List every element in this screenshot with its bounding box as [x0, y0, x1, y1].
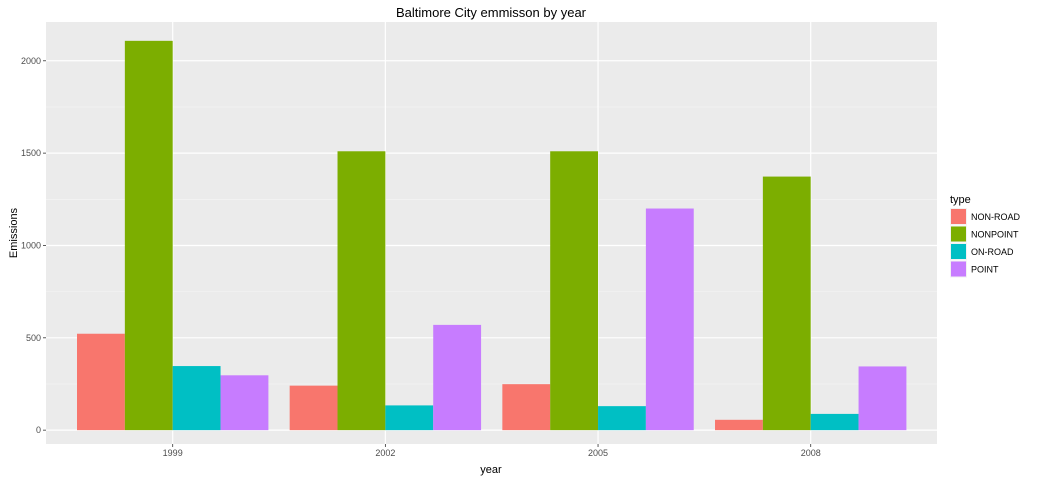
x-tick-label: 2005 — [588, 448, 608, 458]
legend-label: POINT — [971, 265, 999, 275]
chart-title: Baltimore City emmisson by year — [396, 5, 587, 20]
legend: type NON-ROAD NONPOINT ON-ROAD POINT — [950, 194, 1020, 278]
legend-label: NONPOINT — [971, 230, 1019, 240]
bar-point-2008 — [859, 366, 907, 430]
legend-swatch — [951, 244, 966, 259]
bar-on-road-2005 — [598, 406, 646, 430]
y-tick-label: 2000 — [21, 56, 41, 66]
bar-nonpoint-2002 — [338, 151, 386, 430]
legend-swatch — [951, 209, 966, 224]
legend-title: type — [950, 194, 971, 206]
legend-label: ON-ROAD — [971, 247, 1014, 257]
y-tick-label: 1000 — [21, 240, 41, 250]
x-tick-label: 2002 — [375, 448, 395, 458]
bar-nonpoint-2005 — [550, 151, 598, 430]
y-axis-ticks: 0 500 1000 1500 2000 — [21, 56, 46, 435]
bar-on-road-1999 — [173, 366, 221, 430]
legend-swatch — [951, 262, 966, 277]
x-axis-ticks: 1999 2002 2005 2008 — [163, 444, 821, 458]
bar-non-road-2002 — [290, 386, 338, 431]
bar-non-road-1999 — [77, 334, 125, 430]
y-tick-label: 500 — [26, 333, 41, 343]
y-tick-label: 1500 — [21, 148, 41, 158]
bar-on-road-2008 — [811, 414, 859, 430]
bar-non-road-2005 — [502, 384, 550, 430]
legend-swatch — [951, 227, 966, 242]
x-axis-title: year — [480, 464, 502, 476]
bar-nonpoint-2008 — [763, 177, 811, 431]
x-tick-label: 2008 — [801, 448, 821, 458]
y-tick-label: 0 — [36, 425, 41, 435]
bar-point-2005 — [646, 209, 694, 431]
y-axis-title: Emissions — [8, 207, 20, 258]
legend-label: NON-ROAD — [971, 212, 1020, 222]
bar-on-road-2002 — [385, 405, 433, 430]
bar-nonpoint-1999 — [125, 41, 173, 430]
bar-non-road-2008 — [715, 420, 763, 430]
x-tick-label: 1999 — [163, 448, 183, 458]
bar-point-1999 — [221, 375, 269, 430]
bar-point-2002 — [433, 325, 481, 430]
